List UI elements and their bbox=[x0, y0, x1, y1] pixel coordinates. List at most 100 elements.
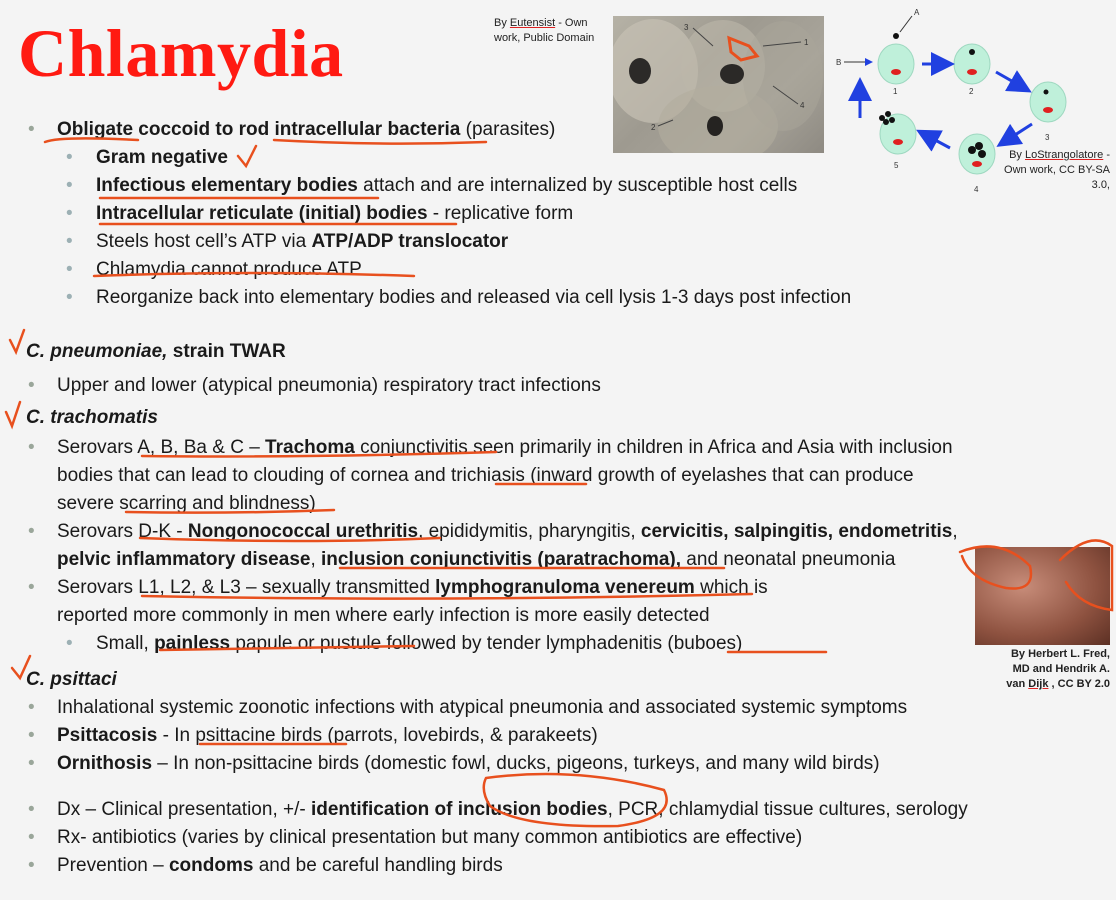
line-text: identification of inclusion bodies bbox=[310, 799, 608, 820]
credit-author: LoStrangolatore bbox=[1024, 149, 1104, 161]
line-text: Rx- antibiotics (varies by clinical pres… bbox=[57, 827, 803, 848]
bullet-continuation: severe scarring and blindness) bbox=[0, 492, 316, 516]
line-text: C. pneumoniae, bbox=[26, 341, 168, 362]
line-text: Psittacosis bbox=[57, 725, 158, 746]
line-text: lymphogranuloma venereum bbox=[435, 577, 695, 598]
bullet-continuation: bodies that can lead to clouding of corn… bbox=[0, 464, 914, 488]
cycle-credit: By LoStrangolatore - Own work, CC BY-SA … bbox=[1000, 148, 1110, 193]
line-text: bodies that can lead to clouding of corn… bbox=[57, 465, 914, 486]
section-heading: C. trachomatis bbox=[0, 406, 158, 430]
section-heading: C. psittaci bbox=[0, 668, 117, 692]
cycle-cell-4 bbox=[958, 133, 996, 175]
micrograph-label: 2 bbox=[651, 123, 656, 132]
line-text: Serovars D-K - bbox=[57, 521, 188, 542]
cycle-label: 2 bbox=[969, 87, 974, 96]
bullet-item: Inhalational systemic zoonotic infection… bbox=[0, 696, 907, 720]
credit-author: Dijk bbox=[1028, 678, 1049, 690]
cycle-label: A bbox=[914, 8, 920, 17]
line-text: - replicative form bbox=[427, 203, 574, 224]
bullet-item: Serovars L1, L2, & L3 – sexually transmi… bbox=[0, 576, 768, 600]
bullet-item: Chlamydia cannot produce ATP bbox=[0, 258, 362, 282]
bullet-item: Intracellular reticulate (initial) bodie… bbox=[0, 202, 573, 226]
line-text: Small, bbox=[96, 633, 155, 654]
micrograph-label: 3 bbox=[684, 23, 689, 32]
ink-check bbox=[236, 144, 258, 169]
cycle-cell-3 bbox=[1029, 81, 1067, 123]
line-text: , bbox=[952, 521, 958, 542]
line-text: strain TWAR bbox=[167, 341, 286, 362]
bullet-continuation: reported more commonly in men where earl… bbox=[0, 604, 710, 628]
cycle-label: 4 bbox=[974, 185, 979, 194]
line-text: Inhalational systemic zoonotic infection… bbox=[57, 697, 908, 718]
line-text: C. trachomatis bbox=[26, 407, 158, 428]
credit-text: - Own work, CC BY-SA 3.0, bbox=[1004, 149, 1110, 191]
credit-text: , CC BY 2.0 bbox=[1048, 678, 1111, 690]
life-cycle-diagram: A B 1 2 3 4 5 bbox=[832, 6, 1116, 196]
line-text: conjunctivitis seen primarily in childre… bbox=[354, 437, 953, 458]
cycle-label: 3 bbox=[1045, 133, 1050, 142]
line-text: pelvic inflammatory disease bbox=[57, 549, 311, 570]
credit-text: By bbox=[1009, 149, 1025, 161]
line-text: and neonatal pneumonia bbox=[681, 549, 896, 570]
line-text: Dx – Clinical presentation, +/- bbox=[57, 799, 311, 820]
cycle-label: 1 bbox=[893, 87, 898, 96]
line-text: (parasites) bbox=[460, 119, 556, 140]
bullet-item: Dx – Clinical presentation, +/- identifi… bbox=[0, 798, 968, 822]
line-text: Nongonococcal urethritis bbox=[187, 521, 419, 542]
line-text: painless bbox=[154, 633, 231, 654]
section-heading: C. pneumoniae, strain TWAR bbox=[0, 340, 286, 364]
line-text: Serovars L1, L2, & L3 – sexually transmi… bbox=[57, 577, 436, 598]
micrograph-label: 1 bbox=[804, 38, 809, 47]
line-text: Gram negative bbox=[96, 147, 228, 168]
micrograph-credit: By Eutensist - Own work, Public Domain bbox=[494, 16, 614, 46]
line-text: Reorganize back into elementary bodies a… bbox=[96, 287, 852, 308]
cycle-label: B bbox=[836, 58, 841, 67]
line-text: condoms bbox=[168, 855, 254, 876]
line-text: Trachoma bbox=[265, 437, 355, 458]
bullet-item: Serovars A, B, Ba & C – Trachoma conjunc… bbox=[0, 436, 953, 460]
line-text: - In psittacine birds (parrots, lovebird… bbox=[157, 725, 598, 746]
line-text: attach and are internalized by susceptib… bbox=[357, 175, 798, 196]
credit-text: - Own work, Public Domain bbox=[494, 17, 595, 44]
line-text: Intracellular reticulate (initial) bodie… bbox=[96, 203, 428, 224]
line-text: , PCR, chlamydial tissue cultures, serol… bbox=[607, 799, 968, 820]
line-text: – In non-psittacine birds (domestic fowl… bbox=[152, 753, 880, 774]
line-text: which is bbox=[694, 577, 768, 598]
cycle-cell-1 bbox=[877, 43, 915, 85]
line-text: coccoid to rod intracellular bacteria bbox=[138, 119, 461, 140]
bullet-item: Steels host cell’s ATP via ATP/ADP trans… bbox=[0, 230, 508, 254]
bullet-item: Gram negative bbox=[0, 146, 228, 170]
bullet-item: Obligate coccoid to rod intracellular ba… bbox=[0, 118, 555, 142]
line-text: C. psittaci bbox=[26, 669, 117, 690]
credit-author: Eutensist bbox=[509, 17, 556, 29]
line-text: reported more commonly in men where earl… bbox=[57, 605, 710, 626]
line-text: cervicitis, salpingitis, endometritis bbox=[640, 521, 953, 542]
cycle-cell-5 bbox=[879, 113, 917, 155]
bullet-continuation: pelvic inflammatory disease, inclusion c… bbox=[0, 548, 896, 572]
line-text: , epididymitis, pharyngitis, bbox=[418, 521, 641, 542]
line-text: and be careful handling birds bbox=[253, 855, 503, 876]
slide-title: Chlamydia bbox=[18, 15, 344, 91]
bullet-item: Infectious elementary bodies attach and … bbox=[0, 174, 797, 198]
bullet-item: Rx- antibiotics (varies by clinical pres… bbox=[0, 826, 802, 850]
credit-text: By Herbert L. Fred, MD and Hendrik A. va… bbox=[1006, 648, 1110, 690]
micrograph-label: 4 bbox=[800, 101, 805, 110]
line-text: inclusion conjunctivitis (paratrachoma), bbox=[321, 549, 682, 570]
bullet-item: Psittacosis - In psittacine birds (parro… bbox=[0, 724, 598, 748]
line-text: papule or pustule followed by tender lym… bbox=[230, 633, 743, 654]
line-text: Chlamydia cannot produce ATP bbox=[96, 259, 362, 280]
line-text: Obligate bbox=[57, 119, 134, 140]
bullet-item: Small, painless papule or pustule follow… bbox=[0, 632, 742, 656]
line-text: Prevention – bbox=[57, 855, 169, 876]
micrograph-image: 3 1 4 2 bbox=[608, 16, 824, 166]
line-text: Infectious elementary bodies bbox=[96, 175, 358, 196]
line-text: Ornithosis bbox=[57, 753, 153, 774]
line-text: Steels host cell’s ATP via bbox=[96, 231, 312, 252]
line-text: ATP/ADP translocator bbox=[311, 231, 509, 252]
bullet-item: Upper and lower (atypical pneumonia) res… bbox=[0, 374, 601, 398]
line-text: severe scarring and blindness) bbox=[57, 493, 316, 514]
bullet-item: Serovars D-K - Nongonococcal urethritis,… bbox=[0, 520, 958, 544]
clinical-photo-credit: By Herbert L. Fred, MD and Hendrik A. va… bbox=[993, 647, 1110, 692]
credit-text: By bbox=[494, 17, 510, 29]
cycle-label: 5 bbox=[894, 161, 899, 170]
